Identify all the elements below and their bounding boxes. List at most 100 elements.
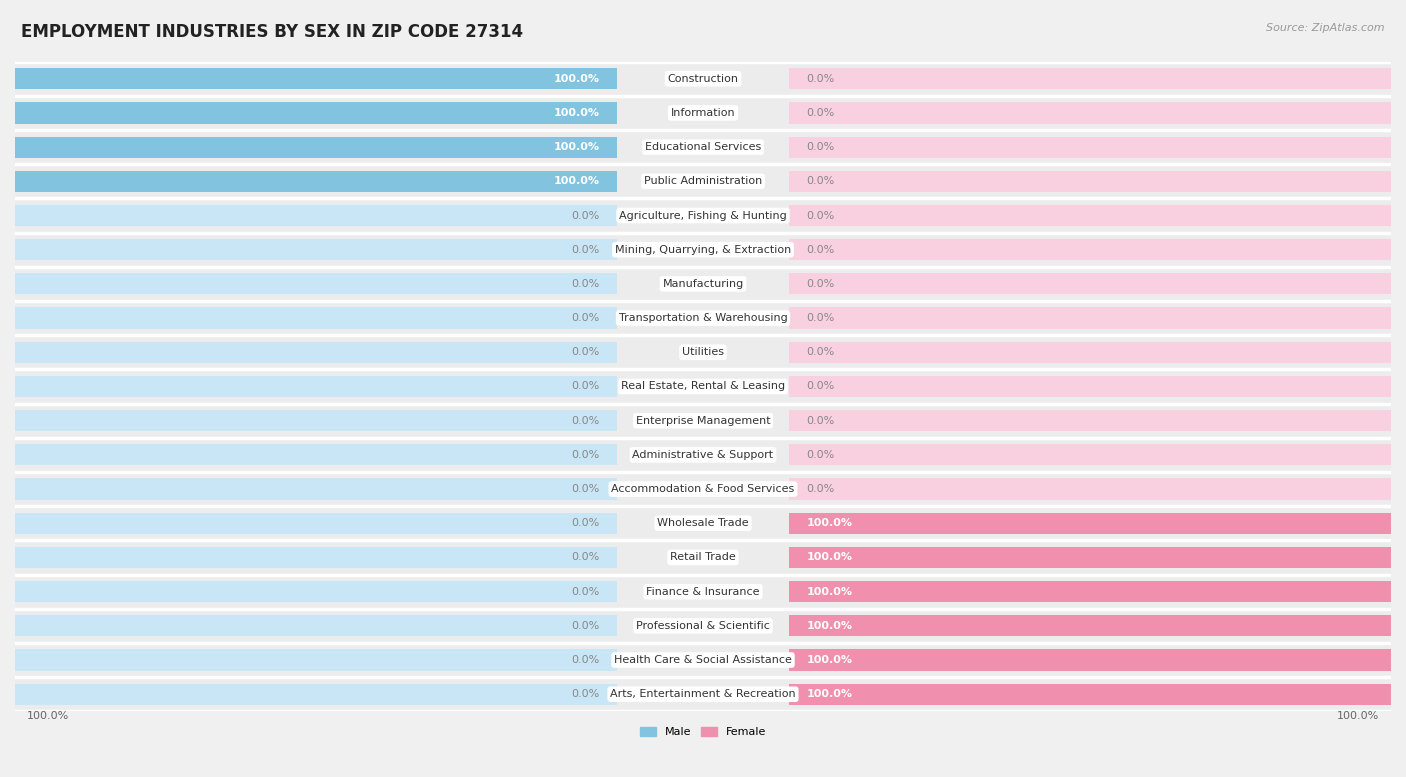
Text: Public Administration: Public Administration [644,176,762,186]
Bar [15,437,1391,472]
Bar [789,547,1391,568]
Text: 0.0%: 0.0% [806,450,834,460]
Bar [789,513,1391,534]
Text: 0.0%: 0.0% [806,74,834,84]
Bar [15,267,1391,301]
Bar [15,96,1391,130]
Text: 0.0%: 0.0% [572,552,600,563]
Text: 0.0%: 0.0% [572,621,600,631]
Bar [15,444,617,465]
Bar [789,410,1391,431]
Bar [15,506,1391,540]
Bar [15,540,1391,574]
Text: Utilities: Utilities [682,347,724,357]
Text: 100.0%: 100.0% [806,587,852,597]
Text: 0.0%: 0.0% [572,655,600,665]
Bar [15,574,1391,608]
Bar [15,479,617,500]
Bar [15,369,1391,403]
Bar [789,171,1391,192]
Text: Administrative & Support: Administrative & Support [633,450,773,460]
Bar [789,205,1391,226]
Bar [15,198,1391,232]
Text: EMPLOYMENT INDUSTRIES BY SEX IN ZIP CODE 27314: EMPLOYMENT INDUSTRIES BY SEX IN ZIP CODE… [21,23,523,41]
Text: Accommodation & Food Services: Accommodation & Food Services [612,484,794,494]
Text: 100.0%: 100.0% [1337,711,1379,721]
Bar [15,205,617,226]
Text: 0.0%: 0.0% [806,279,834,289]
Text: Transportation & Warehousing: Transportation & Warehousing [619,313,787,323]
Bar [15,643,1391,677]
Bar [15,137,617,158]
Bar [15,472,1391,506]
Bar [789,684,1391,705]
Text: 0.0%: 0.0% [806,484,834,494]
Text: 0.0%: 0.0% [806,382,834,392]
Bar [15,684,617,705]
Bar [789,581,1391,602]
Bar [789,615,1391,636]
Bar [789,103,1391,124]
Bar [789,68,1391,89]
Bar [789,547,1391,568]
Bar [789,479,1391,500]
Bar [15,650,617,671]
Bar [789,650,1391,671]
Bar [15,608,1391,643]
Bar [789,342,1391,363]
Text: 0.0%: 0.0% [572,245,600,255]
Text: 0.0%: 0.0% [572,347,600,357]
Bar [15,274,617,294]
Text: 0.0%: 0.0% [572,484,600,494]
Text: 0.0%: 0.0% [572,382,600,392]
Bar [15,137,617,158]
Bar [15,232,1391,267]
Text: 0.0%: 0.0% [806,245,834,255]
Bar [789,684,1391,705]
Bar [789,308,1391,329]
Text: 100.0%: 100.0% [806,621,852,631]
Bar [15,581,617,602]
Text: Construction: Construction [668,74,738,84]
Text: Source: ZipAtlas.com: Source: ZipAtlas.com [1267,23,1385,33]
Bar [15,403,1391,437]
Bar [789,581,1391,602]
Text: 0.0%: 0.0% [572,279,600,289]
Bar [789,513,1391,534]
Text: Information: Information [671,108,735,118]
Text: 0.0%: 0.0% [806,142,834,152]
Text: Agriculture, Fishing & Hunting: Agriculture, Fishing & Hunting [619,211,787,221]
Text: Educational Services: Educational Services [645,142,761,152]
Bar [789,444,1391,465]
Bar [15,513,617,534]
Bar [15,103,617,124]
Bar [789,274,1391,294]
Text: 100.0%: 100.0% [27,711,69,721]
Text: 0.0%: 0.0% [806,313,834,323]
Bar [789,239,1391,260]
Bar [789,376,1391,397]
Text: 100.0%: 100.0% [806,655,852,665]
Text: 0.0%: 0.0% [806,211,834,221]
Bar [15,130,1391,164]
Legend: Male, Female: Male, Female [636,722,770,741]
Text: 100.0%: 100.0% [554,108,600,118]
Text: 0.0%: 0.0% [572,211,600,221]
Bar [15,239,617,260]
Bar [15,61,1391,96]
Bar [15,342,617,363]
Bar [15,103,617,124]
Bar [15,335,1391,369]
Bar [15,68,617,89]
Text: 0.0%: 0.0% [806,176,834,186]
Bar [15,171,617,192]
Text: 0.0%: 0.0% [572,416,600,426]
Text: Arts, Entertainment & Recreation: Arts, Entertainment & Recreation [610,689,796,699]
Text: 0.0%: 0.0% [572,689,600,699]
Bar [15,301,1391,335]
Text: Wholesale Trade: Wholesale Trade [657,518,749,528]
Bar [15,164,1391,198]
Bar [15,677,1391,711]
Bar [15,171,617,192]
Bar [15,410,617,431]
